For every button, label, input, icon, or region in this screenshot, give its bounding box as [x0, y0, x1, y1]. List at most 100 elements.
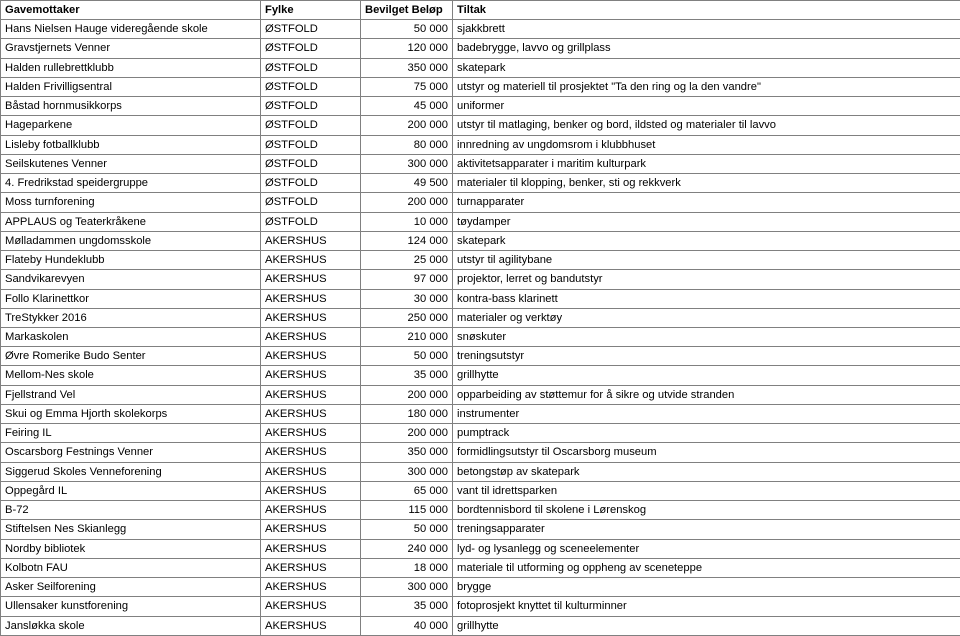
- table-cell: Ullensaker kunstforening: [1, 597, 261, 616]
- table-cell: 50 000: [361, 347, 453, 366]
- table-cell: ØSTFOLD: [261, 97, 361, 116]
- table-cell: Stiftelsen Nes Skianlegg: [1, 520, 261, 539]
- table-row: MarkaskolenAKERSHUS210 000snøskuter: [1, 327, 960, 346]
- table-cell: Hageparkene: [1, 116, 261, 135]
- table-row: Asker SeilforeningAKERSHUS300 000brygge: [1, 578, 960, 597]
- table-cell: 40 000: [361, 616, 453, 635]
- table-cell: APPLAUS og Teaterkråkene: [1, 212, 261, 231]
- table-cell: AKERSHUS: [261, 289, 361, 308]
- table-cell: AKERSHUS: [261, 270, 361, 289]
- table-row: Follo KlarinettkorAKERSHUS30 000kontra-b…: [1, 289, 960, 308]
- table-cell: Lisleby fotballklubb: [1, 135, 261, 154]
- table-row: Skui og Emma Hjorth skolekorpsAKERSHUS18…: [1, 404, 960, 423]
- table-cell: AKERSHUS: [261, 539, 361, 558]
- table-cell: 65 000: [361, 481, 453, 500]
- table-cell: 124 000: [361, 231, 453, 250]
- table-cell: 97 000: [361, 270, 453, 289]
- table-cell: Halden rullebrettklubb: [1, 58, 261, 77]
- table-cell: grillhytte: [453, 366, 960, 385]
- table-cell: Oscarsborg Festnings Venner: [1, 443, 261, 462]
- table-cell: 45 000: [361, 97, 453, 116]
- table-cell: utstyr til agilitybane: [453, 251, 960, 270]
- table-row: Mellom-Nes skoleAKERSHUS35 000grillhytte: [1, 366, 960, 385]
- table-cell: 115 000: [361, 501, 453, 520]
- table-cell: AKERSHUS: [261, 251, 361, 270]
- table-cell: AKERSHUS: [261, 424, 361, 443]
- table-cell: AKERSHUS: [261, 462, 361, 481]
- table-cell: opparbeiding av støttemur for å sikre og…: [453, 385, 960, 404]
- table-cell: ØSTFOLD: [261, 135, 361, 154]
- table-row: SandvikarevyenAKERSHUS97 000projektor, l…: [1, 270, 960, 289]
- table-row: APPLAUS og TeaterkråkeneØSTFOLD10 000tøy…: [1, 212, 960, 231]
- table-cell: 350 000: [361, 443, 453, 462]
- grants-table: Gavemottaker Fylke Bevilget Beløp Tiltak…: [0, 0, 960, 636]
- table-cell: instrumenter: [453, 404, 960, 423]
- table-cell: AKERSHUS: [261, 231, 361, 250]
- table-cell: AKERSHUS: [261, 308, 361, 327]
- table-cell: kontra-bass klarinett: [453, 289, 960, 308]
- table-cell: ØSTFOLD: [261, 193, 361, 212]
- table-cell: 30 000: [361, 289, 453, 308]
- table-cell: bordtennisbord til skolene i Lørenskog: [453, 501, 960, 520]
- table-cell: betongstøp av skatepark: [453, 462, 960, 481]
- table-cell: fotoprosjekt knyttet til kulturminner: [453, 597, 960, 616]
- table-cell: Siggerud Skoles Venneforening: [1, 462, 261, 481]
- table-cell: B-72: [1, 501, 261, 520]
- table-cell: formidlingsutstyr til Oscarsborg museum: [453, 443, 960, 462]
- table-cell: AKERSHUS: [261, 404, 361, 423]
- table-cell: projektor, lerret og bandutstyr: [453, 270, 960, 289]
- table-cell: 200 000: [361, 116, 453, 135]
- table-cell: AKERSHUS: [261, 520, 361, 539]
- table-cell: Seilskutenes Venner: [1, 154, 261, 173]
- table-row: Feiring ILAKERSHUS200 000pumptrack: [1, 424, 960, 443]
- table-cell: 300 000: [361, 462, 453, 481]
- table-cell: innredning av ungdomsrom i klubbhuset: [453, 135, 960, 154]
- table-cell: skatepark: [453, 58, 960, 77]
- table-cell: AKERSHUS: [261, 616, 361, 635]
- table-cell: snøskuter: [453, 327, 960, 346]
- table-cell: skatepark: [453, 231, 960, 250]
- table-row: Flateby HundeklubbAKERSHUS25 000utstyr t…: [1, 251, 960, 270]
- table-cell: ØSTFOLD: [261, 77, 361, 96]
- table-cell: Gravstjernets Venner: [1, 39, 261, 58]
- table-header: Gavemottaker Fylke Bevilget Beløp Tiltak: [1, 1, 960, 20]
- table-cell: utstyr til matlaging, benker og bord, il…: [453, 116, 960, 135]
- table-cell: 200 000: [361, 193, 453, 212]
- col-header-gavemottaker: Gavemottaker: [1, 1, 261, 20]
- table-cell: 75 000: [361, 77, 453, 96]
- table-cell: 240 000: [361, 539, 453, 558]
- table-cell: 80 000: [361, 135, 453, 154]
- table-cell: Asker Seilforening: [1, 578, 261, 597]
- table-cell: ØSTFOLD: [261, 39, 361, 58]
- table-cell: AKERSHUS: [261, 385, 361, 404]
- table-cell: materialer og verktøy: [453, 308, 960, 327]
- table-cell: Kolbotn FAU: [1, 558, 261, 577]
- table-cell: AKERSHUS: [261, 501, 361, 520]
- table-row: Jansløkka skoleAKERSHUS40 000grillhytte: [1, 616, 960, 635]
- table-cell: ØSTFOLD: [261, 58, 361, 77]
- table-cell: grillhytte: [453, 616, 960, 635]
- table-cell: 200 000: [361, 385, 453, 404]
- table-row: Hans Nielsen Hauge videregående skoleØST…: [1, 20, 960, 39]
- table-row: Gravstjernets VennerØSTFOLD120 000badebr…: [1, 39, 960, 58]
- table-cell: Oppegård IL: [1, 481, 261, 500]
- table-row: Siggerud Skoles VenneforeningAKERSHUS300…: [1, 462, 960, 481]
- table-cell: 35 000: [361, 597, 453, 616]
- table-body: Hans Nielsen Hauge videregående skoleØST…: [1, 20, 960, 636]
- table-cell: Øvre Romerike Budo Senter: [1, 347, 261, 366]
- table-row: Nordby bibliotekAKERSHUS240 000lyd- og l…: [1, 539, 960, 558]
- table-row: Kolbotn FAUAKERSHUS18 000materiale til u…: [1, 558, 960, 577]
- table-cell: brygge: [453, 578, 960, 597]
- table-cell: 120 000: [361, 39, 453, 58]
- col-header-tiltak: Tiltak: [453, 1, 960, 20]
- table-row: 4. Fredrikstad speidergruppeØSTFOLD49 50…: [1, 174, 960, 193]
- table-row: Oppegård ILAKERSHUS65 000vant til idrett…: [1, 481, 960, 500]
- table-cell: ØSTFOLD: [261, 154, 361, 173]
- table-cell: 35 000: [361, 366, 453, 385]
- table-cell: treningsapparater: [453, 520, 960, 539]
- table-cell: AKERSHUS: [261, 347, 361, 366]
- table-row: Fjellstrand VelAKERSHUS200 000opparbeidi…: [1, 385, 960, 404]
- table-cell: pumptrack: [453, 424, 960, 443]
- table-cell: TreStykker 2016: [1, 308, 261, 327]
- table-row: Lisleby fotballklubbØSTFOLD80 000innredn…: [1, 135, 960, 154]
